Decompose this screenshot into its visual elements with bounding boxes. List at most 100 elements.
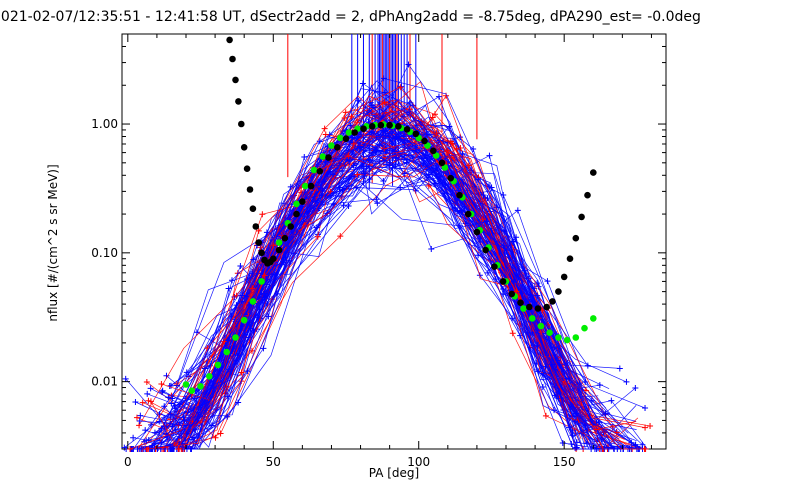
data-point-black <box>464 210 472 218</box>
measurement-marker <box>136 417 143 424</box>
data-point-green <box>214 361 222 369</box>
measurement-marker <box>246 301 253 308</box>
measurement-trace <box>177 110 637 450</box>
measurement-marker <box>647 422 654 429</box>
measurement-marker <box>383 161 390 168</box>
measurement-marker <box>244 368 251 375</box>
data-point-black <box>572 234 580 242</box>
data-point-black <box>526 303 533 311</box>
measurement-marker <box>474 176 481 183</box>
measurement-marker <box>260 345 267 352</box>
axes-layer: 0 50 100 150 0.01 0.10 1.00 <box>91 33 666 469</box>
data-point-green <box>293 200 300 208</box>
data-point-black <box>447 174 455 182</box>
data-point-green <box>424 142 431 149</box>
data-point-black <box>235 98 242 105</box>
data-point-black <box>578 213 585 221</box>
measurement-marker <box>479 216 486 223</box>
measurement-marker <box>143 437 150 444</box>
data-point-black <box>534 305 542 312</box>
data-point-green <box>206 373 213 380</box>
measurement-marker <box>134 446 141 452</box>
measurement-marker <box>130 434 137 441</box>
measurement-trace <box>139 111 643 445</box>
measurement-marker <box>424 174 431 181</box>
measurement-marker <box>237 263 244 270</box>
measurement-marker <box>139 399 146 406</box>
data-point-green <box>555 334 562 341</box>
measurement-marker <box>355 97 362 104</box>
measurement-marker <box>233 302 240 309</box>
measurement-marker <box>175 446 182 452</box>
data-point-black <box>240 144 248 151</box>
measurement-marker <box>397 84 404 91</box>
measurement-marker <box>342 109 349 116</box>
measurement-trace <box>184 122 589 448</box>
data-point-black <box>395 123 402 130</box>
measurement-trace <box>170 112 587 416</box>
measurement-marker <box>444 148 451 155</box>
measurement-marker <box>623 378 630 385</box>
data-point-green <box>302 182 309 190</box>
measurement-marker <box>354 171 361 178</box>
measurement-marker <box>224 337 231 344</box>
measurement-marker <box>596 382 603 389</box>
data-point-black <box>543 303 550 311</box>
measurement-marker <box>206 362 213 369</box>
data-point-black <box>281 234 289 242</box>
measurement-marker <box>595 418 602 425</box>
measurement-marker <box>380 178 387 185</box>
measurement-trace <box>150 125 624 450</box>
measurement-marker <box>366 176 373 183</box>
data-point-green <box>319 153 327 160</box>
measurement-marker <box>350 140 357 147</box>
measurement-marker <box>373 196 380 203</box>
measurement-marker <box>394 134 401 141</box>
data-point-green <box>328 142 335 149</box>
measurement-marker <box>381 154 388 161</box>
data-point-green <box>528 315 536 322</box>
measurement-marker <box>632 385 639 392</box>
measurement-marker <box>324 171 331 178</box>
data-point-black <box>377 121 385 129</box>
measurement-marker <box>287 183 294 190</box>
measurement-marker <box>509 330 516 337</box>
data-point-green <box>182 381 190 388</box>
measurement-marker <box>531 329 538 336</box>
measurement-marker <box>535 368 542 375</box>
measurement-marker <box>616 365 623 372</box>
data-point-black <box>549 298 556 305</box>
measurement-marker <box>322 131 329 138</box>
data-point-black <box>334 144 341 151</box>
measurement-marker <box>537 329 544 336</box>
data-point-green <box>581 324 588 332</box>
data-point-black <box>270 255 277 262</box>
data-point-black <box>238 120 245 128</box>
measurement-trace <box>137 146 617 450</box>
data-point-black <box>499 278 507 285</box>
data-point-black <box>368 123 376 130</box>
measurement-marker <box>147 385 154 392</box>
measurement-marker <box>301 153 308 160</box>
measurement-marker <box>137 412 144 419</box>
data-point-black <box>430 147 437 155</box>
data-point-green <box>520 305 527 312</box>
measurement-marker <box>465 162 472 169</box>
measurement-marker <box>453 145 460 152</box>
measurement-marker <box>354 119 361 126</box>
plot-data-layer <box>121 34 654 452</box>
data-point-black <box>243 165 251 172</box>
measurement-marker <box>316 138 323 145</box>
measurement-bundle <box>121 34 654 452</box>
measurement-trace <box>171 82 611 428</box>
measurement-marker <box>145 397 152 404</box>
data-point-black <box>491 263 498 271</box>
measurement-marker <box>397 184 404 191</box>
data-point-black <box>258 249 265 257</box>
data-point-black <box>249 205 257 212</box>
measurement-marker <box>641 446 648 452</box>
measurement-marker <box>584 362 591 369</box>
measurement-marker <box>542 412 549 419</box>
measurement-marker <box>425 171 432 178</box>
data-point-green <box>572 334 580 341</box>
